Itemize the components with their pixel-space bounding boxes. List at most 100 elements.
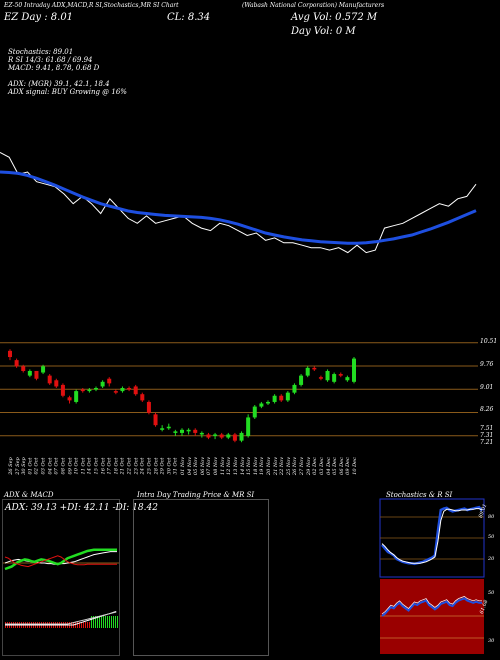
candle-body (193, 429, 198, 433)
candle-body (87, 389, 92, 392)
price-tick: 8.26 (480, 406, 494, 413)
candle-body (226, 434, 231, 438)
price-tick: 10.51 (480, 338, 498, 345)
price-tick: 9.01 (480, 384, 494, 391)
macd-histogram-bar (91, 616, 92, 628)
candle-body (232, 434, 237, 441)
adx-signal-readout: ADX signal: BUY Growing @ 16% (8, 88, 127, 96)
candle-body (54, 380, 59, 387)
macd-histogram-bar (87, 622, 88, 628)
stochastics-d-line (381, 508, 483, 564)
macd-histogram-bar (113, 616, 114, 628)
candle-body (160, 428, 165, 430)
moving-average-line (0, 170, 477, 245)
macd-signal-line (5, 611, 117, 625)
candle-body (94, 388, 98, 390)
candle-body (80, 389, 85, 392)
macd-histogram-bar (95, 616, 96, 628)
macd-histogram-bar (93, 616, 94, 628)
candle-body (312, 367, 317, 370)
macd-histogram-bar (97, 616, 98, 628)
price-ma-overlay-chart (0, 151, 477, 254)
candle-body (14, 360, 19, 367)
candle-body (41, 366, 46, 373)
plus-di-line (4, 548, 117, 571)
macd-histogram-bar (85, 622, 86, 628)
macd-histogram-bar (111, 616, 112, 628)
date-tick: 10 Dec (351, 457, 358, 475)
candle-body (60, 384, 65, 396)
candlestick-chart (0, 342, 478, 443)
macd-histogram-bar (99, 616, 100, 628)
candle-body (180, 429, 184, 433)
day-vol-label: Day Vol: 0 M (291, 26, 356, 37)
candle-body (8, 350, 12, 358)
adx-lines (3, 548, 119, 628)
candle-body (133, 386, 138, 395)
intraday-panel-title: Intra Day Trading Price & MR SI (137, 491, 255, 499)
candle-body (107, 378, 112, 384)
candle-body (199, 432, 204, 435)
candle-body (186, 429, 191, 432)
adx-panel: ADX: 39.13 +DI: 42.11 -DI: 18.42 (2, 499, 158, 656)
adx-panel-title: ADX & MACD (4, 491, 54, 499)
company-line: (Wabash National Corporation) Manufactur… (242, 2, 385, 9)
rsi-background (380, 579, 484, 654)
minus-di-line (4, 555, 117, 568)
macd-histogram-bar (77, 622, 78, 628)
candle-body (67, 397, 72, 401)
candle-body (325, 370, 330, 381)
candle-body (266, 401, 270, 404)
macd-histogram-bar (103, 616, 104, 628)
stochastics-k-line (381, 505, 483, 566)
candle-body (206, 434, 211, 438)
candle-body (292, 384, 297, 393)
candle-body (34, 370, 39, 379)
candle-body (338, 374, 343, 376)
macd-histogram-bar (115, 616, 116, 628)
adx-readout: ADX: (MGR) 39.1, 42.1, 18.4 (8, 80, 110, 88)
candle-body (345, 377, 350, 381)
macd-histogram-bar (89, 622, 90, 628)
candle-body (318, 377, 323, 379)
rsi-tick: 50 (488, 590, 495, 596)
candle-body (140, 394, 145, 401)
ez-day-label: EZ Day : 8.01 (4, 12, 74, 23)
candle-body (153, 414, 158, 426)
rsi-line (381, 597, 482, 617)
candle-body (166, 426, 171, 429)
price-line (0, 151, 477, 254)
stochastics-readout: Stochastics: 89.01 (8, 48, 74, 56)
stochastics-lines (379, 498, 485, 654)
macd-histogram-bar (81, 622, 82, 628)
candle-body (213, 434, 218, 437)
macd-histogram-bar (79, 622, 80, 628)
candle-body (246, 417, 251, 437)
candle-body (279, 395, 284, 401)
candle-body (27, 370, 32, 376)
candle-body (352, 358, 356, 382)
stoch-tick: 50 (488, 534, 495, 540)
candle-body (219, 434, 224, 438)
candle-body (299, 375, 304, 385)
macd-histogram-bar (109, 616, 110, 628)
candle-body (272, 395, 277, 402)
candle-body (74, 391, 79, 402)
intraday-panel (133, 499, 269, 656)
macd-histogram-bar (107, 616, 108, 628)
candle-body (146, 401, 151, 413)
candle-body (239, 432, 244, 441)
close-label: CL: 8.34 (167, 12, 211, 23)
macd-histogram-bar (117, 616, 118, 628)
candle-body (100, 381, 105, 387)
candle-body (285, 392, 290, 401)
price-tick: 7.51 (480, 425, 494, 432)
macd-histogram-bar (75, 622, 76, 628)
candle-body (120, 388, 125, 392)
macd-readout: MACD: 9.41, 8.78, 0.68 D (8, 64, 100, 72)
macd-line (5, 611, 117, 626)
rsi-readout: R SI 14/3: 61.68 / 69.94 (8, 56, 93, 64)
adx-values: ADX: 39.13 +DI: 42.11 -DI: 18.42 (5, 503, 158, 513)
stoch-rsi-panel: 89.01 80 50 20 50 30 61.68 (379, 498, 496, 654)
price-tick: 7.21 (480, 439, 494, 446)
